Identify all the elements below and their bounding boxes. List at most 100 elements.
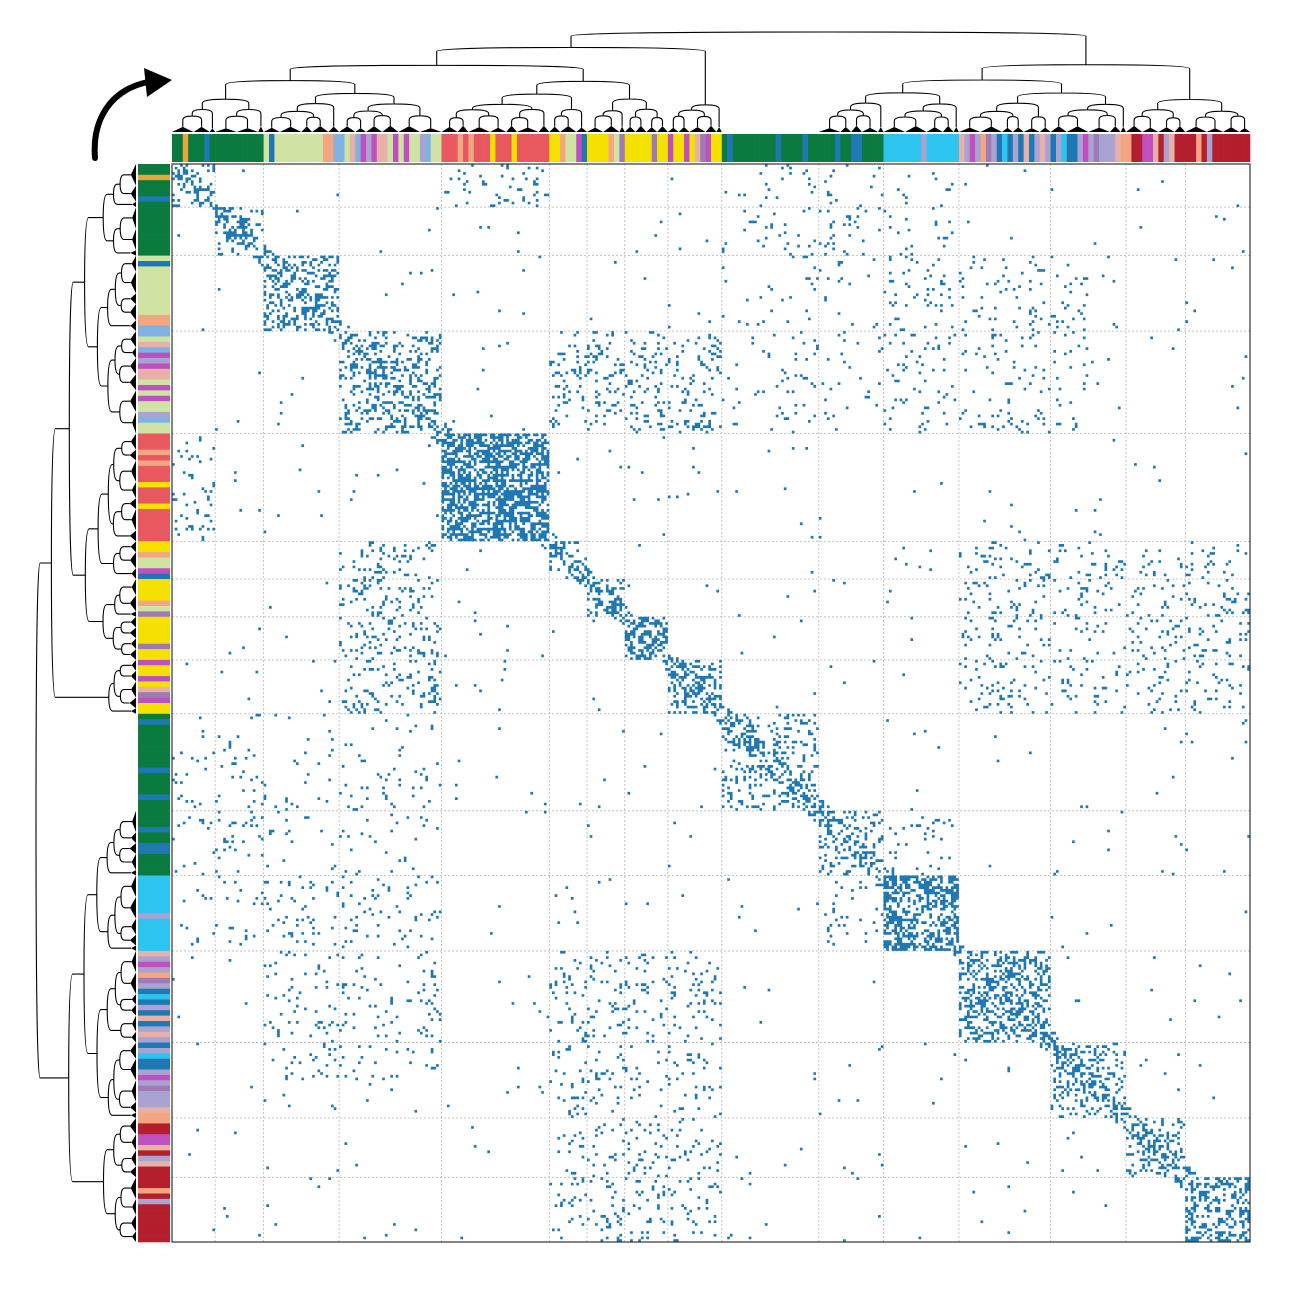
row-color-cell (138, 1021, 170, 1027)
row-color-cell (138, 999, 170, 1006)
row-color-cell (138, 411, 170, 418)
left-leaf-marker (132, 1198, 136, 1215)
row-color-cell (138, 390, 170, 397)
top-leaf-marker (861, 127, 879, 132)
row-color-cell (138, 1188, 170, 1194)
left-leaf-marker (129, 374, 136, 391)
top-leaf-marker (576, 127, 587, 132)
column-color-cell (818, 134, 825, 162)
top-leaf-marker (1142, 127, 1159, 132)
row-color-cell (138, 913, 170, 919)
top-leaf-marker (1174, 126, 1186, 132)
row-color-cell (138, 1107, 170, 1113)
column-color-cell (1244, 134, 1251, 162)
top-leaf-marker (538, 125, 550, 132)
matrix-points (172, 164, 1250, 1242)
top-leaf-marker (851, 125, 862, 132)
column-color-cell (285, 134, 291, 162)
left-leaf-marker (131, 708, 136, 714)
column-color-cell (419, 134, 426, 162)
left-leaf-marker (132, 207, 136, 229)
left-leaf-marker (129, 843, 136, 854)
row-color-cell (138, 212, 170, 219)
column-color-cell (1072, 134, 1078, 162)
row-color-cell (138, 1128, 170, 1135)
column-color-cell (700, 134, 706, 162)
left-leaf-marker (131, 1150, 136, 1167)
row-color-cell (138, 605, 170, 612)
left-leaf-marker (130, 616, 136, 628)
row-color-cell (138, 546, 170, 553)
row-color-cell (138, 988, 170, 995)
row-color-cell (138, 880, 170, 887)
top-leaf-marker (366, 126, 383, 132)
left-leaf-marker (131, 509, 136, 531)
row-color-cell (138, 358, 170, 364)
column-color-cell (1239, 134, 1245, 162)
column-color-cell (538, 134, 545, 162)
top-leaf-marker (635, 125, 647, 132)
row-color-cell (138, 1171, 170, 1178)
row-color-cell (138, 1037, 170, 1043)
row-color-cell (138, 287, 170, 294)
row-color-cell (138, 643, 170, 650)
column-color-cell (786, 134, 793, 162)
column-color-cell (867, 134, 873, 162)
column-color-cell (560, 134, 566, 162)
row-color-cell (138, 638, 170, 645)
row-color-cell (138, 1134, 170, 1140)
row-color-cell (138, 713, 170, 720)
row-color-cell (138, 956, 170, 963)
top-dendrogram (172, 31, 1250, 132)
column-color-cell (635, 134, 642, 162)
column-color-cell (829, 134, 836, 162)
left-leaf-marker (129, 934, 136, 946)
column-color-cell (915, 134, 922, 162)
row-color-cell (138, 864, 170, 871)
row-color-cell (138, 174, 170, 181)
column-color-cell (732, 134, 739, 162)
column-color-cell (463, 134, 469, 162)
row-color-cell (138, 433, 170, 440)
column-color-cell (576, 134, 582, 162)
left-leaf-marker (130, 250, 136, 256)
column-color-cell (220, 134, 227, 162)
top-leaf-marker (646, 127, 658, 132)
column-color-cell (851, 134, 857, 162)
column-color-cell (802, 134, 809, 162)
top-leaf-marker (1023, 128, 1040, 132)
left-leaf-marker (130, 897, 136, 919)
column-color-cell (225, 134, 232, 162)
row-color-cell (138, 697, 170, 704)
left-leaf-marker (129, 530, 136, 542)
row-color-cell (138, 514, 170, 521)
row-color-cell (138, 384, 170, 391)
top-leaf-marker (419, 128, 442, 132)
column-color-cell (937, 134, 944, 162)
row-color-cell (138, 972, 170, 979)
row-color-cell (138, 196, 170, 203)
column-color-cell (1136, 134, 1143, 162)
top-leaf-marker (716, 127, 722, 132)
top-leaf-marker (883, 127, 905, 132)
row-color-cell (138, 934, 170, 941)
row-color-cell (138, 1166, 170, 1173)
top-leaf-marker (560, 126, 577, 132)
column-color-cell (441, 134, 448, 162)
column-color-cell (1077, 134, 1084, 162)
top-leaf-marker (506, 125, 517, 132)
left-leaf-marker (130, 1101, 136, 1113)
column-color-cell (759, 134, 766, 162)
row-color-cell (138, 1236, 170, 1243)
column-color-cell (371, 134, 378, 162)
left-leaf-marker (129, 627, 136, 639)
column-color-cell (834, 134, 841, 162)
column-color-cell (613, 134, 620, 162)
row-color-cell (138, 929, 170, 936)
row-color-cell (138, 363, 170, 370)
column-color-cell (473, 134, 480, 162)
row-color-cell (138, 535, 170, 542)
row-color-cell (138, 552, 170, 558)
row-color-cell (138, 1096, 170, 1103)
row-color-cell (138, 584, 170, 591)
